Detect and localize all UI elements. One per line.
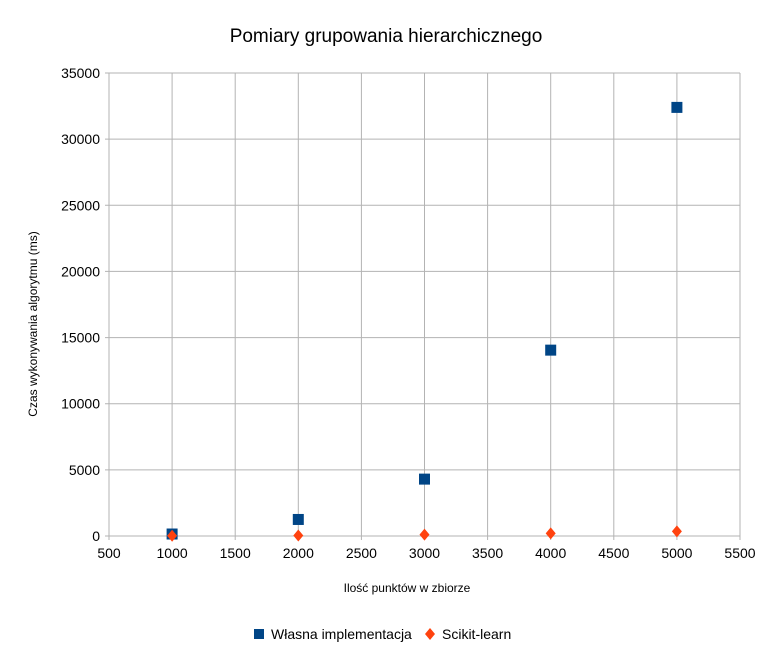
legend-marker-own-implementation <box>254 629 264 639</box>
y-tick-label: 35000 <box>61 65 100 81</box>
y-tick-labels: 0 5000 10000 15000 20000 25000 30000 35000 <box>61 65 100 544</box>
x-axis-label: Ilość punktów w zbiorze <box>344 581 471 595</box>
point-own-implementation <box>545 344 557 356</box>
legend-label-own-implementation: Własna implementacja <box>271 626 412 642</box>
y-tick-label: 15000 <box>61 330 100 346</box>
point-own-implementation <box>419 473 430 485</box>
point-scikit-learn <box>545 527 556 540</box>
legend-label-scikit-learn: Scikit-learn <box>442 626 511 642</box>
point-own-implementation <box>292 513 304 525</box>
y-tick-label: 20000 <box>61 263 100 279</box>
legend: Własna implementacja Scikit-learn <box>254 626 511 642</box>
x-tick-label: 500 <box>97 545 121 561</box>
y-axis-label: Czas wykonywania algorytmu (ms) <box>26 231 40 416</box>
y-tick-label: 25000 <box>61 197 100 213</box>
y-tick-label: 5000 <box>69 462 100 478</box>
x-tick-label: 3000 <box>409 545 440 561</box>
point-own-implementation <box>671 101 683 113</box>
x-tick-label: 5500 <box>724 545 755 561</box>
x-tick-label: 4000 <box>535 545 566 561</box>
x-tick-label: 1000 <box>157 545 188 561</box>
x-tick-labels: 500 1000 1500 2000 2500 3000 3500 4000 4500 5000 5… <box>97 545 755 561</box>
y-tick-label: 0 <box>92 528 100 544</box>
x-tick-label: 2500 <box>346 545 377 561</box>
data-points <box>166 101 683 542</box>
chart-title: Pomiary grupowania hierarchicznego <box>230 26 543 47</box>
legend-marker-scikit-learn <box>425 628 435 640</box>
x-tick-label: 5000 <box>661 545 692 561</box>
x-tick-label: 2000 <box>283 545 314 561</box>
point-scikit-learn <box>671 525 682 538</box>
point-scikit-learn <box>293 529 304 542</box>
x-tick-label: 1500 <box>220 545 251 561</box>
grid <box>105 72 741 540</box>
x-tick-label: 4500 <box>598 545 629 561</box>
point-scikit-learn <box>167 529 178 542</box>
y-tick-label: 30000 <box>61 131 100 147</box>
x-tick-label: 3500 <box>472 545 503 561</box>
y-tick-label: 10000 <box>61 396 100 412</box>
point-scikit-learn <box>419 528 430 541</box>
